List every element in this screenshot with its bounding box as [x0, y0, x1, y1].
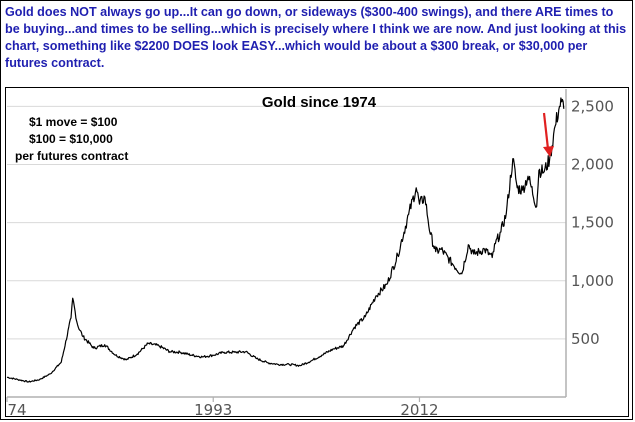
x-tick-label: 2012 — [400, 401, 438, 419]
y-tick-label: 2,500 — [571, 97, 614, 115]
note-move-value: $1 move = $100 — [29, 115, 118, 129]
headline-text: Gold does NOT always go up...It can go d… — [5, 5, 627, 70]
grid-layer — [7, 89, 567, 398]
chart-title: Gold since 1974 — [262, 94, 377, 111]
note-contract-value: $100 = $10,000 — [29, 132, 113, 146]
note-per-contract: per futures contract — [15, 149, 128, 163]
gold-price-line — [6, 97, 565, 383]
plot-box — [5, 87, 629, 417]
x-tick-label: 1993 — [194, 401, 232, 419]
y-axis-ticks: 500 1,000 1,500 2,000 2,500 — [571, 97, 614, 347]
x-axis-ticks: 74 1993 2012 — [6, 397, 439, 419]
y-tick-label: 1,000 — [571, 272, 614, 290]
y-tick-label: 500 — [571, 330, 600, 348]
y-tick-label: 2,000 — [571, 156, 614, 174]
down-arrow-annotation — [542, 112, 554, 157]
x-tick-label: 74 — [7, 401, 26, 419]
y-tick-label: 1,500 — [571, 214, 614, 232]
